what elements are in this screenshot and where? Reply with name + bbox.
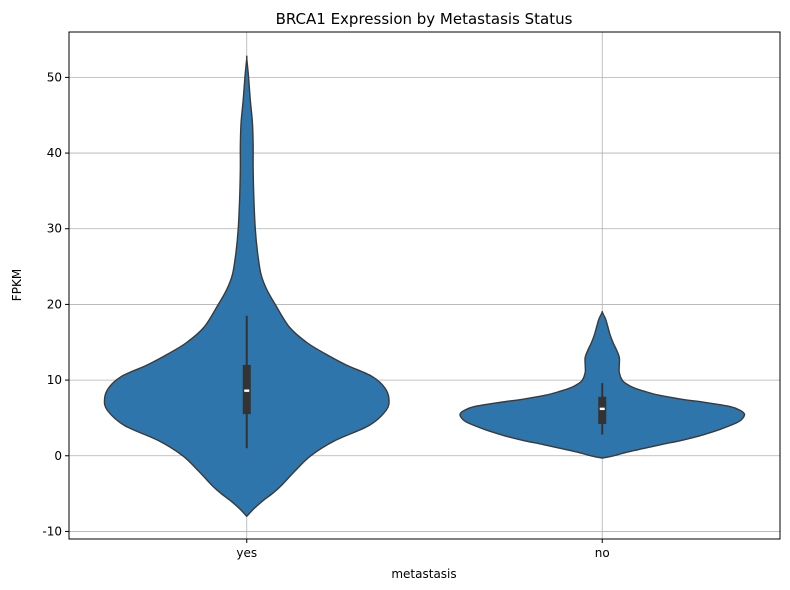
median-yes (244, 389, 250, 392)
x-tick-label: no (595, 546, 610, 560)
x-axis-label: metastasis (391, 567, 456, 581)
y-axis: -10 0 10 20 30 40 50 (42, 70, 69, 538)
x-axis: yes no (236, 539, 610, 560)
x-tick-label: yes (236, 546, 257, 560)
violins (103, 55, 746, 517)
y-tick-label: 50 (47, 70, 62, 84)
violin-yes (103, 55, 390, 517)
y-axis-label: FPKM (10, 269, 24, 301)
y-tick-label: 0 (54, 449, 62, 463)
median-no (599, 407, 605, 411)
y-tick-label: 20 (47, 297, 62, 311)
iqr-box-no (598, 396, 607, 424)
y-tick-label: 10 (47, 373, 62, 387)
y-tick-label: 30 (47, 222, 62, 236)
plot-frame (68, 31, 781, 540)
chart-title: BRCA1 Expression by Metastasis Status (276, 10, 573, 28)
y-tick-label: -10 (42, 524, 62, 538)
y-tick-label: 40 (47, 146, 62, 160)
